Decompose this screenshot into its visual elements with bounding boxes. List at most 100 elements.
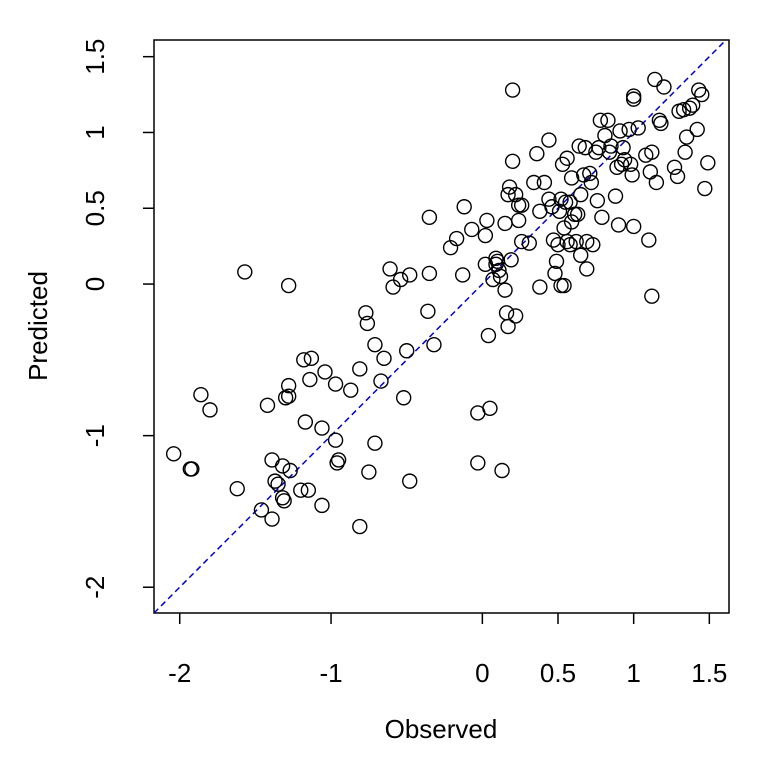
point: [591, 139, 607, 156]
point: [641, 232, 657, 248]
point: [317, 364, 333, 380]
point: [568, 233, 584, 250]
point: [398, 343, 415, 359]
point: [488, 250, 504, 266]
point: [421, 209, 438, 226]
x-tick-label: -1: [319, 658, 342, 688]
point: [653, 115, 669, 132]
point: [264, 511, 280, 527]
point: [267, 473, 283, 489]
x-tick-label: 1: [626, 658, 640, 688]
point: [651, 112, 668, 129]
point: [697, 180, 713, 197]
point: [675, 102, 692, 118]
point: [622, 156, 639, 173]
point: [327, 376, 344, 392]
point: [681, 100, 698, 116]
point: [296, 352, 312, 368]
point: [367, 336, 383, 353]
point: [376, 350, 392, 367]
point: [421, 265, 438, 282]
point: [594, 209, 610, 226]
point: [193, 387, 209, 403]
point: [600, 112, 616, 129]
point: [270, 476, 286, 492]
plot-frame: [153, 39, 730, 614]
point: [367, 435, 383, 451]
point: [678, 129, 695, 145]
point: [610, 217, 627, 233]
point: [500, 186, 516, 203]
point: [700, 155, 716, 171]
point: [498, 305, 515, 321]
point: [359, 315, 376, 332]
point: [582, 165, 598, 182]
point: [358, 305, 374, 321]
point: [677, 144, 693, 160]
point: [625, 91, 642, 107]
point: [494, 462, 510, 479]
point: [544, 199, 560, 215]
x-tick-label: 1.5: [691, 658, 727, 688]
point: [656, 79, 672, 95]
point: [492, 268, 509, 285]
point: [510, 212, 527, 229]
point: [330, 452, 347, 468]
point: [613, 156, 630, 173]
point: [303, 350, 320, 367]
plot-area: [154, 40, 728, 613]
point: [165, 446, 182, 462]
point: [382, 261, 398, 277]
point: [612, 123, 628, 139]
point: [237, 264, 253, 280]
point: [553, 277, 569, 294]
point: [630, 120, 646, 136]
x-tick-label: -2: [168, 658, 191, 688]
point: [480, 327, 497, 344]
point: [541, 191, 557, 207]
point: [573, 186, 589, 203]
point: [625, 88, 642, 104]
point: [559, 233, 575, 250]
point: [526, 174, 542, 191]
point: [557, 194, 574, 210]
point: [592, 112, 609, 129]
point: [585, 236, 601, 253]
point: [352, 518, 368, 535]
point: [395, 390, 412, 406]
point: [694, 86, 710, 103]
point: [532, 279, 548, 295]
y-tick-label: -2: [80, 576, 110, 599]
y-tick-label: 0: [80, 277, 110, 291]
point: [282, 462, 298, 479]
x-axis-title: Observed: [385, 714, 498, 744]
point: [280, 377, 297, 394]
point: [329, 455, 345, 471]
point: [253, 502, 270, 518]
point: [385, 279, 401, 295]
point: [566, 206, 583, 223]
point: [274, 458, 291, 474]
point: [274, 490, 291, 506]
point: [477, 227, 494, 244]
point: [314, 497, 330, 514]
y-tick-label: -1: [80, 424, 110, 447]
point: [402, 267, 418, 283]
point: [327, 432, 344, 448]
point: [280, 277, 297, 294]
point: [691, 82, 707, 98]
point: [448, 230, 465, 247]
point: [276, 493, 292, 509]
point: [202, 402, 218, 418]
point: [361, 464, 377, 480]
point: [621, 121, 637, 138]
point: [603, 138, 619, 154]
point: [464, 221, 480, 238]
point: [579, 261, 595, 277]
identity-line: [154, 40, 728, 613]
point: [547, 265, 563, 282]
point: [497, 282, 513, 298]
y-tick-label: 1.5: [80, 39, 110, 75]
point: [302, 371, 318, 388]
